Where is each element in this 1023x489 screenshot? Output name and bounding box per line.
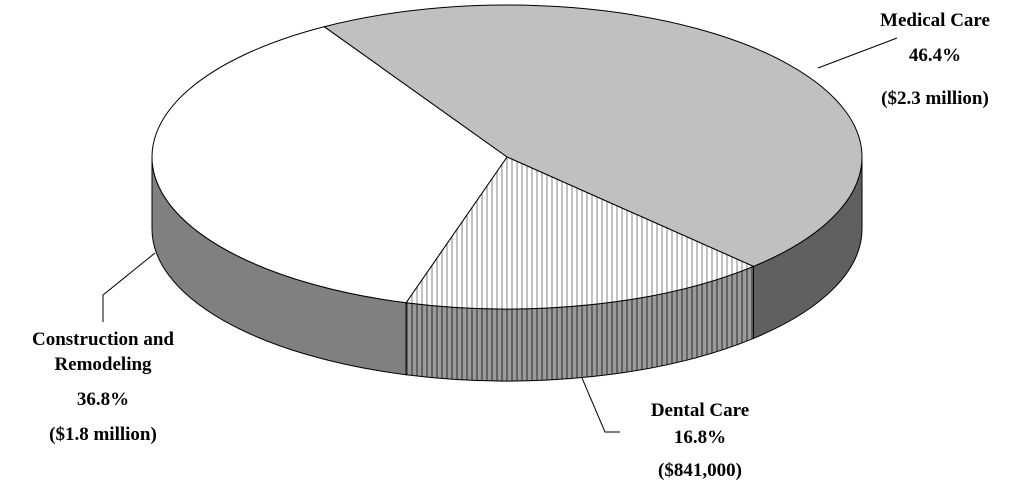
pie-slice — [151, 26, 508, 304]
value-label: 46.4% — [908, 45, 962, 66]
pie-slice — [405, 156, 755, 310]
leader-line — [102, 252, 156, 322]
amount-label: ($841,000) — [658, 460, 742, 481]
pie-slice — [322, 4, 863, 267]
leader-line — [817, 37, 898, 69]
amount-label: ($2.3 million) — [881, 88, 989, 109]
value-label: 36.8% — [76, 389, 130, 410]
value-label: 16.8% — [673, 427, 727, 448]
slice-label: Construction and Remodeling 36.8% ($1.8 mi… — [3, 327, 203, 447]
slice-label: Dental Care 16.8% ($841,000) — [600, 398, 800, 483]
category-label: Dental Care — [650, 400, 750, 421]
amount-label: ($1.8 million) — [49, 424, 157, 445]
leader-line — [581, 377, 620, 433]
category-label: Construction and Remodeling — [32, 329, 174, 375]
slice-label: Medical Care 46.4% ($2.3 million) — [835, 8, 1023, 111]
category-label: Medical Care — [880, 10, 990, 31]
